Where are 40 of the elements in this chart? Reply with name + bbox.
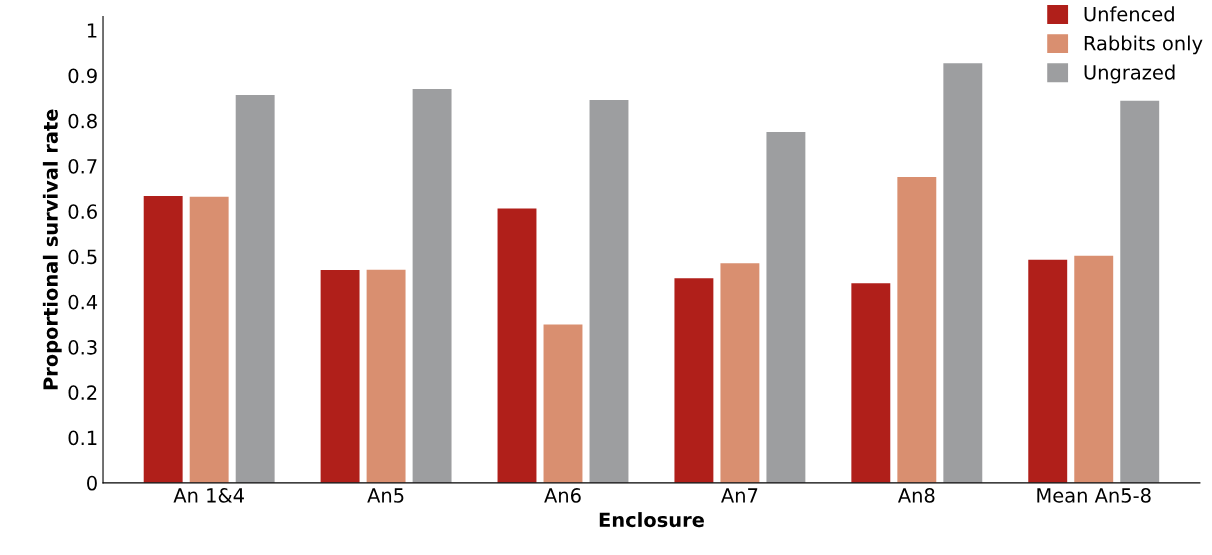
bar <box>943 63 983 483</box>
y-tick-label: 0.2 <box>68 385 97 400</box>
y-tick-label: 0.4 <box>68 294 98 310</box>
bar <box>366 269 406 483</box>
y-tick-label: 0.8 <box>68 113 97 129</box>
y-tick-label: 1 <box>87 23 97 38</box>
bar <box>851 283 891 483</box>
bar <box>189 196 229 483</box>
x-tick-label: An7 <box>721 488 758 503</box>
x-axis-title: Enclosure <box>599 512 704 528</box>
bar <box>674 278 714 483</box>
x-tick-label: An6 <box>544 488 581 503</box>
bar <box>320 270 360 483</box>
x-tick-label: An8 <box>897 488 935 503</box>
y-tick-label: 0.1 <box>68 430 97 446</box>
y-tick-label: 0.9 <box>68 68 97 84</box>
bar <box>543 324 583 483</box>
bar <box>235 94 275 483</box>
bar <box>497 208 537 483</box>
legend-label: Ungrazed <box>1084 64 1175 84</box>
y-tick-label: 0.7 <box>68 158 97 174</box>
y-tick-label: 0 <box>87 475 97 491</box>
bar <box>720 263 760 483</box>
y-tick-label: 0.3 <box>68 340 97 355</box>
bar <box>589 99 629 483</box>
x-tick-label: An 1&4 <box>173 488 244 503</box>
legend-label: Rabbits only <box>1084 35 1203 55</box>
bar <box>1074 255 1114 483</box>
bar <box>897 176 937 483</box>
bar <box>766 132 806 483</box>
bar <box>1120 100 1160 483</box>
x-tick-label: Mean An5-8 <box>1037 488 1151 503</box>
bar <box>143 195 183 483</box>
x-tick-label: An5 <box>367 488 404 503</box>
bar <box>412 89 452 483</box>
y-axis-title: Proportional survival rate <box>42 109 62 390</box>
y-tick-label: 0.5 <box>68 249 97 265</box>
bar <box>1028 259 1068 483</box>
legend-label: Unfenced <box>1084 6 1174 22</box>
y-tick-label: 0.6 <box>68 204 97 219</box>
